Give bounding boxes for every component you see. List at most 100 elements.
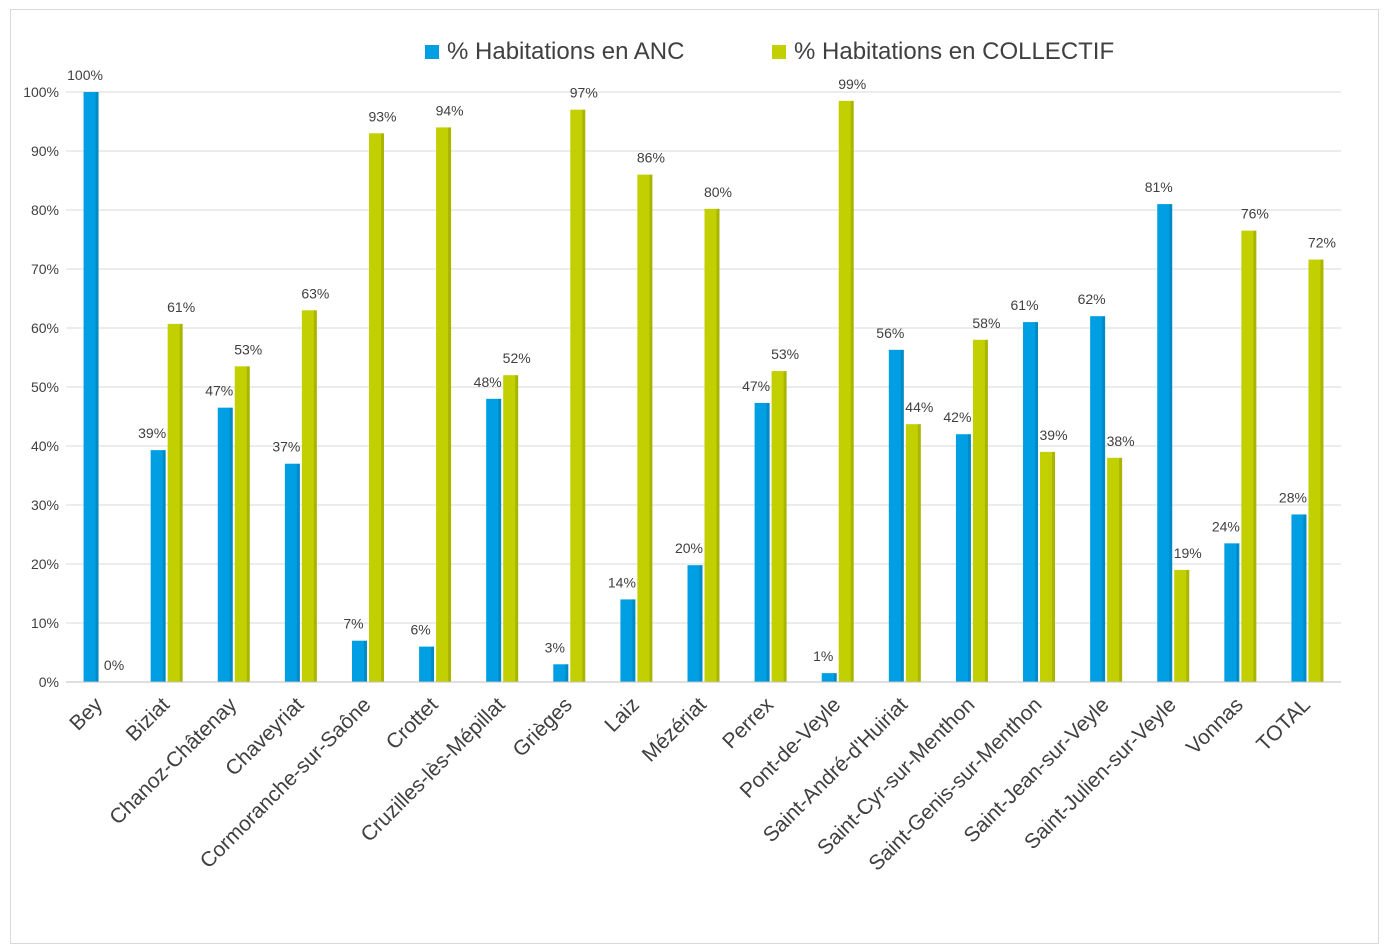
- data-label-anc: 39%: [138, 425, 166, 441]
- bar-anc-shade: [498, 398, 502, 682]
- bar-collectif: [1241, 230, 1257, 682]
- legend: % Habitations en ANC % Habitations en CO…: [0, 38, 1387, 72]
- bar-anc-shade: [431, 646, 435, 682]
- bar-collectif: [570, 109, 586, 682]
- x-tick-label: Crottet: [382, 693, 443, 754]
- data-label-anc: 100%: [67, 67, 103, 83]
- bar-anc-shade: [363, 640, 367, 682]
- bar-collectif-shade: [1119, 457, 1123, 682]
- x-tick-label: Biziat: [122, 693, 175, 746]
- bar-anc-shade: [632, 599, 636, 682]
- data-label-anc: 20%: [675, 540, 703, 556]
- data-label-collectif: 44%: [905, 399, 933, 415]
- data-label-anc: 37%: [272, 439, 300, 455]
- bar-collectif-shade: [1186, 569, 1190, 682]
- bar-anc: [284, 463, 300, 682]
- bar-collectif: [1040, 451, 1056, 682]
- data-label-collectif: 52%: [503, 350, 531, 366]
- bar-anc-shade: [565, 664, 569, 682]
- bar-anc: [1090, 316, 1106, 682]
- x-tick-label: Bey: [65, 693, 107, 735]
- bar-collectif-shade: [1052, 451, 1056, 682]
- data-label-collectif: 99%: [838, 76, 866, 92]
- data-label-anc: 24%: [1212, 518, 1240, 534]
- data-label-collectif: 93%: [368, 108, 396, 124]
- data-label-collectif: 97%: [570, 85, 598, 101]
- bar-anc: [486, 398, 502, 682]
- bar-anc: [351, 640, 367, 682]
- x-tick-label: Laiz: [600, 693, 644, 737]
- x-tick-label: TOTAL: [1252, 693, 1315, 756]
- bar-collectif: [167, 323, 183, 682]
- bar-collectif: [1174, 569, 1190, 682]
- legend-label-collectif: % Habitations en COLLECTIF: [794, 38, 1115, 65]
- data-label-collectif: 0%: [104, 657, 124, 673]
- y-tick-label: 80%: [31, 202, 59, 218]
- bar-collectif-shade: [917, 424, 921, 682]
- bar-collectif-shade: [246, 366, 250, 682]
- bar-collectif: [771, 371, 787, 682]
- y-tick-label: 50%: [31, 379, 59, 395]
- x-tick-label: Vonnas: [1182, 693, 1248, 759]
- data-label-collectif: 72%: [1308, 235, 1336, 251]
- bar-anc-shade: [95, 92, 99, 682]
- bar-collectif: [1308, 259, 1324, 682]
- legend-swatch-anc: [425, 45, 439, 59]
- y-tick-label: 20%: [31, 556, 59, 572]
- data-label-collectif: 76%: [1241, 206, 1269, 222]
- bar-anc-shade: [967, 434, 971, 682]
- bar-anc: [821, 673, 837, 682]
- bar-anc-shade: [229, 407, 233, 682]
- bar-anc-shade: [766, 402, 770, 682]
- y-tick-label: 40%: [31, 438, 59, 454]
- data-label-collectif: 63%: [301, 285, 329, 301]
- bar-collectif: [368, 133, 384, 683]
- bar-anc-shade: [1035, 322, 1039, 682]
- data-label-collectif: 80%: [704, 184, 732, 200]
- x-tick-label: Perrex: [718, 693, 778, 753]
- data-label-anc: 56%: [876, 325, 904, 341]
- legend-label-anc: % Habitations en ANC: [447, 38, 685, 65]
- bar-anc-shade: [162, 450, 166, 682]
- data-label-anc: 81%: [1145, 179, 1173, 195]
- bar-anc: [955, 434, 971, 682]
- bar-collectif-shade: [1320, 259, 1324, 682]
- bar-collectif-shade: [179, 323, 183, 682]
- y-tick-label: 30%: [31, 497, 59, 513]
- bar-anc-shade: [1236, 543, 1240, 682]
- bar-anc: [419, 646, 435, 682]
- data-label-anc: 47%: [205, 383, 233, 399]
- bar-anc: [83, 92, 99, 682]
- bar-anc: [754, 402, 770, 682]
- data-label-collectif: 19%: [1174, 545, 1202, 561]
- data-label-anc: 14%: [608, 574, 636, 590]
- bar-anc: [687, 565, 703, 682]
- bar-collectif-shade: [649, 174, 653, 682]
- y-tick-label: 70%: [31, 261, 59, 277]
- data-label-anc: 1%: [813, 648, 833, 664]
- bar-collectif: [972, 339, 988, 682]
- data-label-anc: 42%: [943, 409, 971, 425]
- data-label-anc: 62%: [1078, 291, 1106, 307]
- data-label-anc: 47%: [742, 378, 770, 394]
- bar-collectif: [1107, 457, 1123, 682]
- bar-anc-shade: [1169, 204, 1173, 682]
- x-tick-label: Mézériat: [638, 693, 711, 766]
- bar-anc-shade: [1102, 316, 1106, 682]
- data-label-anc: 7%: [343, 616, 363, 632]
- bar-anc: [1224, 543, 1240, 682]
- bar-anc: [620, 599, 636, 682]
- data-label-collectif: 38%: [1107, 433, 1135, 449]
- y-tick-label: 0%: [39, 674, 59, 690]
- data-label-collectif: 53%: [771, 346, 799, 362]
- bar-anc-shade: [833, 673, 837, 682]
- bar-collectif: [838, 100, 854, 683]
- bar-anc-shade: [699, 565, 703, 682]
- bar-anc: [553, 664, 569, 682]
- bar-anc: [1291, 514, 1307, 682]
- bar-anc-shade: [900, 349, 904, 682]
- data-label-collectif: 58%: [972, 315, 1000, 331]
- legend-swatch-collectif: [772, 45, 786, 59]
- legend-item-collectif: % Habitations en COLLECTIF: [772, 38, 1114, 66]
